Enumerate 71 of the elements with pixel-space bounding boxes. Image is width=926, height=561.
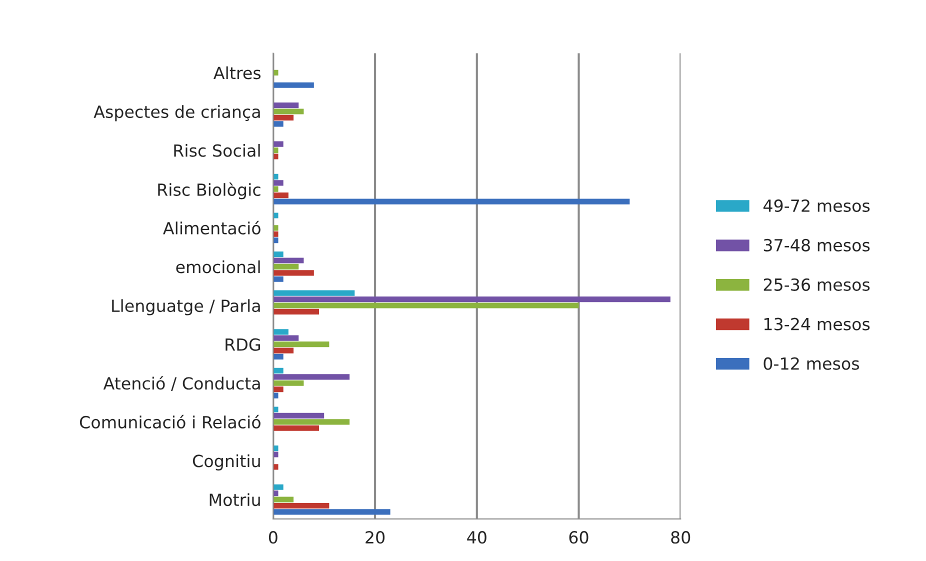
bar: [273, 308, 320, 315]
bar: [273, 484, 284, 490]
legend-label: 0-12 mesos: [764, 357, 860, 370]
bar: [273, 419, 350, 425]
bar: [273, 290, 355, 296]
bar: [273, 82, 314, 88]
bar: [273, 264, 299, 270]
bar: [273, 231, 278, 237]
bar: [273, 154, 278, 160]
bar: [273, 192, 288, 198]
bar: [273, 258, 304, 264]
bar: [273, 380, 304, 386]
bar: [273, 302, 579, 308]
bar: [273, 174, 278, 180]
y-tick-label: Llenguatge / Parla: [112, 299, 260, 316]
bar: [273, 238, 278, 244]
bar: [273, 148, 278, 154]
y-tick-label: Motriu: [210, 493, 260, 506]
y-tick-label: emocional: [176, 260, 260, 274]
bar: [273, 425, 320, 431]
bar: [273, 114, 294, 120]
bar: [273, 180, 284, 186]
y-tick-label: Altres: [214, 66, 261, 80]
bar: [273, 412, 324, 419]
bar: [273, 102, 299, 108]
bar: [273, 186, 278, 192]
x-tick-label: 80: [671, 531, 690, 544]
bar: [273, 464, 278, 470]
bar: [273, 502, 330, 509]
bar: [273, 509, 390, 515]
bar: [273, 446, 278, 452]
bar: [273, 276, 284, 282]
y-tick-label: RDG: [226, 338, 260, 351]
bar: [273, 270, 314, 276]
bar: [273, 452, 278, 458]
bar: [273, 354, 284, 360]
x-tick-label: 20: [366, 531, 385, 544]
bar: [273, 490, 278, 496]
y-tick-label: Atenció / Conducta: [103, 376, 260, 391]
y-tick-label: Risc Social: [174, 144, 260, 157]
bar: [273, 368, 284, 374]
bar: [273, 252, 284, 258]
bar: [273, 70, 278, 76]
bar: [273, 348, 294, 354]
bar: [273, 329, 288, 335]
bar: [273, 406, 278, 412]
bar: [273, 392, 278, 398]
bar: [273, 386, 284, 392]
x-tick-label: 0: [268, 531, 278, 544]
bar: [273, 108, 304, 114]
bar: [273, 374, 350, 380]
y-tick-label: Alimentació: [163, 220, 260, 234]
bar: [273, 335, 299, 341]
bar: [273, 121, 284, 127]
y-tick-label: Aspectes de criança: [94, 105, 260, 122]
x-tick-label: 40: [467, 531, 486, 544]
bar: [273, 496, 294, 502]
y-tick-label: Risc Biològic: [158, 182, 260, 200]
x-tick-label: 60: [569, 531, 588, 544]
legend-label: 13-24 mesos: [764, 318, 870, 330]
bar: [273, 342, 330, 348]
bar: [273, 141, 284, 147]
bar: [273, 198, 630, 204]
bar: [273, 212, 278, 218]
legend-label: 25-36 mesos: [764, 278, 870, 291]
legend-label: 37-48 mesos: [764, 238, 870, 252]
legend-label: 49-72 mesos: [763, 199, 870, 212]
y-tick-label: Comunicació i Relació: [80, 414, 260, 428]
bar: [273, 225, 278, 231]
bar: [273, 296, 670, 302]
y-tick-label: Cognitiu: [192, 454, 260, 471]
